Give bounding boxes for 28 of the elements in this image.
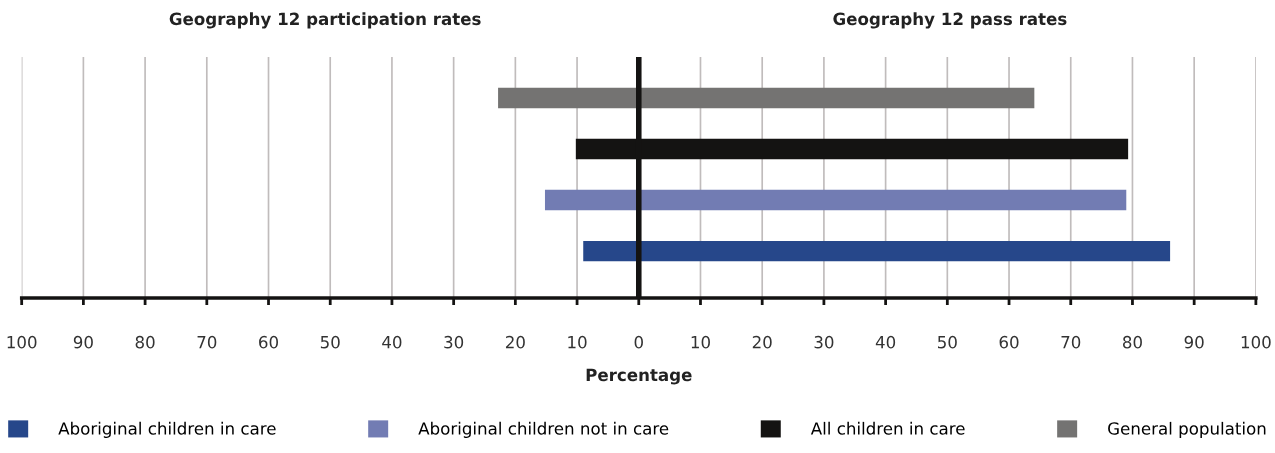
x-tick-label: 70 — [1061, 335, 1081, 349]
legend-label: Aboriginal children in care — [58, 421, 276, 438]
x-tick-label: 60 — [999, 335, 1019, 349]
x-tick-label: 70 — [197, 335, 217, 349]
legend-label: All children in care — [810, 421, 965, 435]
x-tick-label: 40 — [382, 335, 402, 349]
x-tick-label: 90 — [1184, 335, 1204, 349]
x-tick-label: 100 — [1241, 335, 1271, 349]
chart-subtitle: Geography 12 pass rates — [833, 12, 1067, 29]
x-tick-label: 80 — [1122, 335, 1142, 349]
x-tick-label: 20 — [505, 335, 525, 349]
x-tick-label: 30 — [814, 335, 834, 349]
legend-label: General population — [1108, 421, 1266, 438]
x-tick-label: 80 — [135, 335, 155, 349]
x-tick-label: 50 — [320, 335, 340, 349]
x-tick-label: 100 — [7, 335, 37, 349]
x-tick-label: 10 — [691, 335, 710, 349]
x-tick-label: 90 — [73, 335, 93, 349]
x-tick-label: 30 — [444, 335, 464, 349]
legend-label: Aboriginal children not in care — [418, 421, 669, 438]
x-tick-label: 10 — [568, 335, 587, 349]
x-tick-label: 60 — [259, 335, 279, 349]
chart-title: Geography 12 participation rates — [169, 12, 481, 29]
x-tick-label: 50 — [938, 335, 957, 349]
x-tick-label: 20 — [752, 335, 772, 349]
x-axis-title: Percentage — [586, 368, 692, 385]
x-tick-label: 40 — [875, 335, 896, 349]
x-tick-label: 0 — [634, 335, 643, 349]
